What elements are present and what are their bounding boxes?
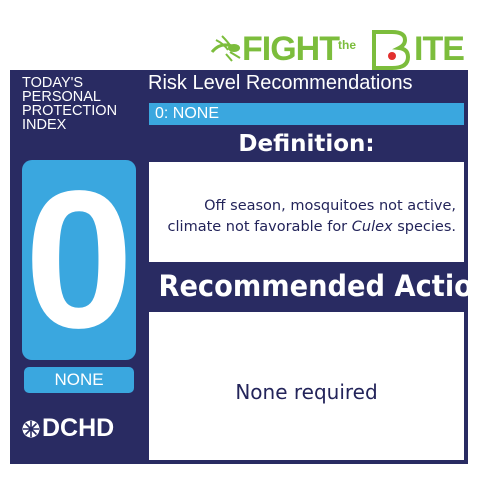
recommended-actions-header: Recommended Actions [158,269,478,303]
logo-ite-text: ITE [414,30,465,68]
species-name: Culex [351,219,393,235]
status-badge: NONE [24,367,134,393]
title-line: PROTECTION [22,103,118,119]
definition-header: Definition: [238,131,375,157]
fight-the-bite-logo: FIGHT the ITE [210,28,472,74]
title-line: PERSONAL [22,89,101,105]
logo-the-text: the [338,38,356,52]
bite-drop-icon [372,30,411,70]
title-line: INDEX [22,117,67,133]
dchd-emblem-icon [22,420,40,437]
definition-text-part: climate not favorable for [167,219,352,235]
index-value: 0 [24,150,134,369]
recommended-actions-text: None required [235,380,378,404]
definition-text: Off season, mosquitoes not active, clima… [149,196,464,238]
definition-text-part: species. [392,219,456,235]
mosquito-icon [210,35,241,62]
title-line: TODAY'S [22,75,84,91]
risk-level-bar: 0: NONE [149,103,464,125]
dchd-logo: DCHD [22,414,114,443]
personal-protection-index-title: TODAY'S PERSONAL PROTECTION INDEX [22,75,140,133]
recommended-actions-panel [149,312,464,460]
definition-panel [149,162,464,262]
dchd-text: DCHD [42,414,115,442]
risk-level-title: Risk Level Recommendations [148,72,413,94]
logo-fight-text: FIGHT [242,30,340,68]
definition-line: climate not favorable for Culex species. [149,217,456,238]
index-value-box [22,160,136,360]
definition-line: Off season, mosquitoes not active, [204,198,456,214]
